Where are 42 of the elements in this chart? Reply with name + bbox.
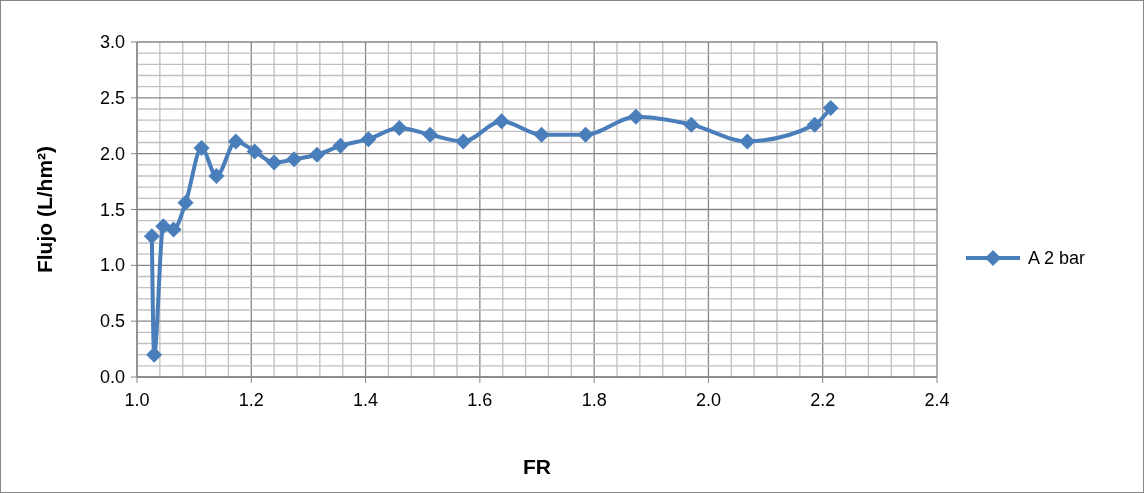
point (493, 113, 510, 130)
y-tick-label: 3.0 (99, 32, 125, 52)
x-tick-label: 1.6 (467, 390, 493, 410)
point (332, 137, 349, 154)
point (822, 99, 839, 116)
point (309, 146, 325, 163)
point (227, 133, 244, 150)
x-tick-label: 1.0 (124, 390, 150, 410)
point (177, 194, 194, 211)
point (533, 126, 550, 143)
point (455, 133, 472, 150)
point (683, 116, 700, 133)
point (739, 133, 756, 150)
point (266, 154, 283, 171)
x-tick-label: 1.8 (581, 390, 607, 410)
point (208, 168, 225, 184)
point (391, 119, 408, 136)
point (143, 228, 160, 245)
legend-label: A 2 bar (1028, 248, 1086, 268)
point (165, 221, 182, 238)
point (155, 218, 172, 235)
x-tick-label: 2.0 (695, 390, 721, 410)
point (577, 126, 594, 143)
y-tick-label: 1.0 (99, 255, 125, 276)
x-tick-label: 1.2 (238, 390, 264, 410)
point (193, 140, 210, 157)
y-tick-label: 0.5 (99, 311, 125, 332)
point (246, 143, 263, 160)
x-tick-label: 1.4 (353, 390, 379, 410)
point (627, 108, 644, 125)
x-axis-title: FR (523, 455, 551, 478)
y-axis-title: Flujo (L/hm²) (33, 145, 56, 274)
point (806, 116, 823, 133)
x-tick-label: 2.4 (924, 390, 950, 410)
x-tick-label: 2.2 (810, 390, 836, 410)
point (286, 151, 303, 168)
y-tick-label: 0.0 (99, 367, 125, 387)
y-tick-label: 1.5 (99, 199, 125, 220)
point (422, 126, 439, 143)
point (360, 131, 377, 148)
y-tick-label: 2.5 (99, 87, 125, 108)
y-tick-label: 2.0 (99, 143, 125, 164)
